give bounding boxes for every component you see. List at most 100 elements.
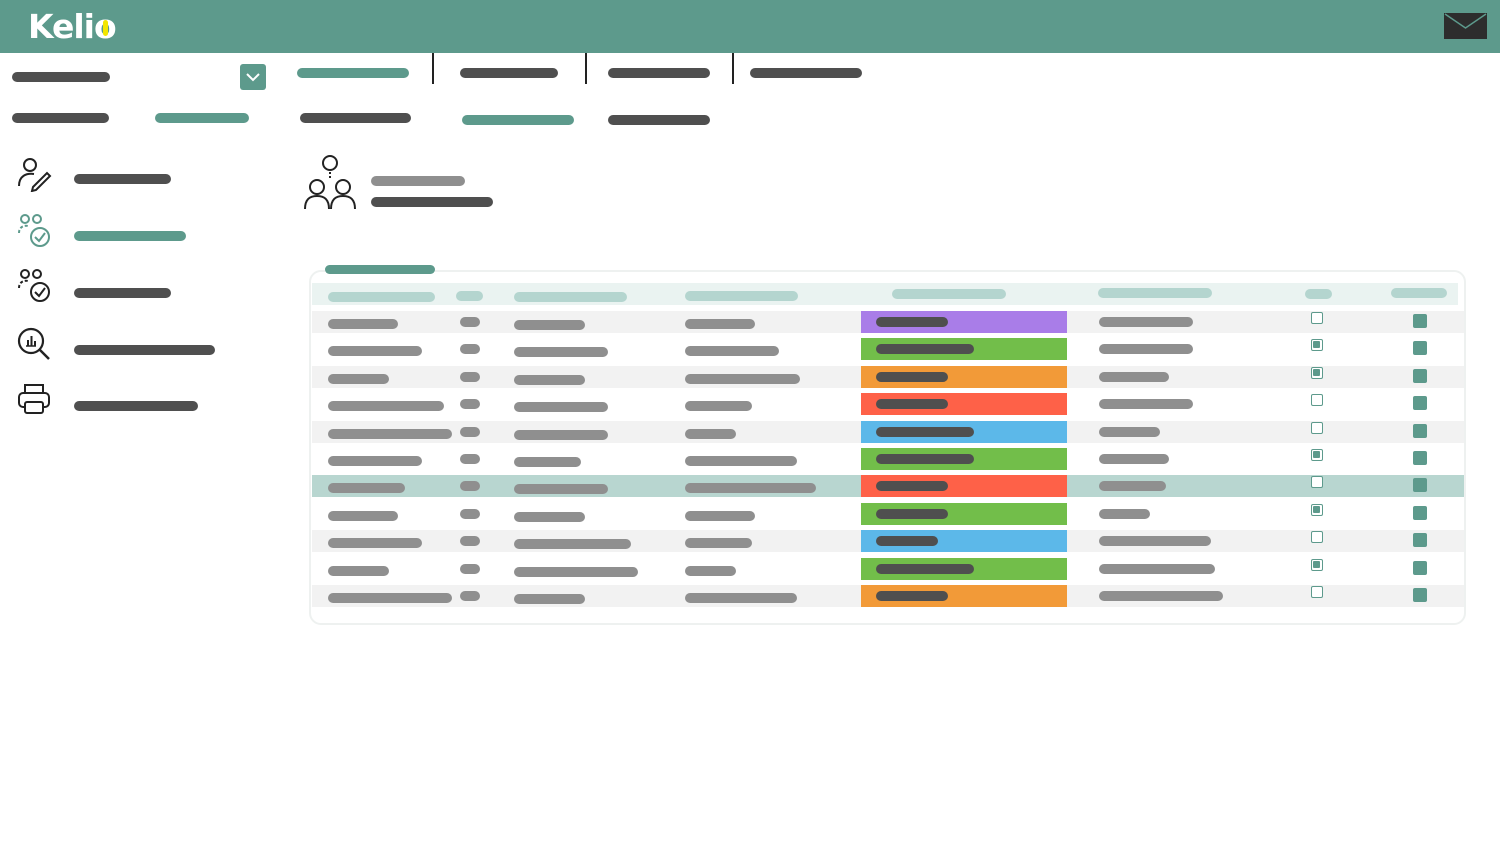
row-action-button[interactable] bbox=[1413, 505, 1427, 520]
context-selector-label[interactable] bbox=[12, 72, 110, 82]
status-label bbox=[876, 563, 974, 574]
column-header[interactable] bbox=[514, 292, 627, 302]
checkbox-checked[interactable] bbox=[1311, 503, 1323, 516]
cell-text bbox=[328, 346, 422, 357]
kelio-logo: Kelio bbox=[28, 7, 117, 47]
checkbox-checked[interactable] bbox=[1311, 366, 1323, 379]
cell-text bbox=[1099, 536, 1211, 547]
status-label bbox=[876, 508, 948, 519]
cell-text bbox=[1099, 481, 1166, 492]
cell-text bbox=[460, 536, 480, 547]
column-header[interactable] bbox=[456, 291, 483, 301]
cell-text bbox=[685, 346, 779, 357]
column-header[interactable] bbox=[328, 292, 435, 302]
nav-menu-item-active[interactable] bbox=[297, 68, 409, 78]
checkbox[interactable] bbox=[1311, 586, 1323, 598]
checkbox[interactable] bbox=[1311, 476, 1323, 489]
nav-separator bbox=[732, 53, 734, 84]
nav-menu-item[interactable] bbox=[460, 68, 558, 78]
status-cell bbox=[861, 365, 1067, 388]
cell-text bbox=[460, 481, 480, 492]
cell-text bbox=[1099, 426, 1160, 437]
nav-menu-item[interactable] bbox=[750, 68, 862, 78]
cell-text bbox=[460, 399, 480, 410]
cell-text bbox=[1099, 454, 1169, 464]
row-action-button[interactable] bbox=[1413, 341, 1427, 356]
cell-text bbox=[460, 563, 480, 574]
cell-text bbox=[460, 371, 480, 382]
row-action-button[interactable] bbox=[1413, 314, 1427, 328]
search-chart-icon bbox=[17, 327, 50, 360]
cell-text bbox=[328, 538, 422, 549]
status-cell bbox=[861, 530, 1067, 553]
sidebar-item-label[interactable] bbox=[74, 288, 171, 298]
cell-text bbox=[514, 511, 585, 522]
row-action-button[interactable] bbox=[1413, 588, 1427, 602]
status-cell bbox=[861, 557, 1067, 580]
cell-text bbox=[328, 401, 444, 412]
checkbox-checked[interactable] bbox=[1311, 449, 1323, 461]
row-action-button[interactable] bbox=[1413, 368, 1427, 383]
mail-icon[interactable] bbox=[1444, 13, 1487, 39]
status-cell bbox=[861, 311, 1067, 333]
sidebar-item-label-active[interactable] bbox=[74, 231, 186, 241]
row-action-button[interactable] bbox=[1413, 423, 1427, 438]
cell-text bbox=[514, 484, 608, 495]
sidebar-item-label[interactable] bbox=[74, 174, 171, 184]
group-subtitle bbox=[371, 176, 465, 186]
column-header[interactable] bbox=[1098, 288, 1212, 298]
sidebar-item-label[interactable] bbox=[74, 401, 198, 411]
cell-text bbox=[328, 456, 422, 466]
column-header[interactable] bbox=[892, 289, 1006, 299]
row-action-button[interactable] bbox=[1413, 478, 1427, 493]
nav-menu-item[interactable] bbox=[608, 68, 710, 78]
row-action-button[interactable] bbox=[1413, 396, 1427, 411]
status-cell bbox=[861, 420, 1067, 443]
sub-tab[interactable] bbox=[300, 113, 411, 123]
cell-text bbox=[328, 319, 398, 329]
status-cell bbox=[861, 338, 1067, 361]
sub-tab-active[interactable] bbox=[155, 113, 249, 123]
cell-text bbox=[514, 320, 585, 330]
checkbox[interactable] bbox=[1311, 394, 1323, 407]
table-tab-active[interactable] bbox=[325, 265, 435, 274]
cell-text bbox=[685, 373, 800, 384]
sub-tab[interactable] bbox=[12, 113, 109, 123]
column-header[interactable] bbox=[1391, 288, 1447, 298]
status-cell bbox=[861, 502, 1067, 525]
column-header[interactable] bbox=[1305, 289, 1332, 299]
checkbox[interactable] bbox=[1311, 312, 1323, 324]
checkbox-checked[interactable] bbox=[1311, 339, 1323, 352]
cell-text bbox=[460, 454, 480, 464]
sub-tab[interactable] bbox=[608, 115, 710, 125]
status-label bbox=[876, 454, 974, 464]
checkbox[interactable] bbox=[1311, 531, 1323, 544]
user-edit-icon bbox=[18, 158, 52, 192]
chevron-down-icon bbox=[246, 73, 260, 82]
cell-text bbox=[514, 347, 608, 358]
row-action-button[interactable] bbox=[1413, 451, 1427, 465]
cell-text bbox=[328, 373, 389, 384]
status-label bbox=[876, 591, 948, 601]
status-label bbox=[876, 536, 938, 547]
top-bar: Kelio bbox=[0, 0, 1500, 53]
status-label bbox=[876, 481, 948, 492]
status-cell bbox=[861, 475, 1067, 498]
users-check-icon bbox=[18, 214, 50, 247]
status-cell bbox=[861, 393, 1067, 416]
checkbox-checked[interactable] bbox=[1311, 558, 1323, 571]
cell-text bbox=[514, 402, 608, 413]
cell-text bbox=[685, 428, 736, 439]
checkbox[interactable] bbox=[1311, 421, 1323, 434]
sidebar-item-label[interactable] bbox=[74, 345, 215, 355]
sub-tab-active[interactable] bbox=[462, 115, 574, 125]
cell-text bbox=[685, 538, 752, 549]
context-dropdown-button[interactable] bbox=[240, 64, 266, 90]
cell-text bbox=[1099, 563, 1215, 574]
cell-text bbox=[328, 510, 398, 521]
status-cell bbox=[861, 585, 1067, 607]
row-action-button[interactable] bbox=[1413, 560, 1427, 575]
cell-text bbox=[460, 317, 480, 327]
column-header[interactable] bbox=[685, 291, 798, 301]
row-action-button[interactable] bbox=[1413, 533, 1427, 548]
